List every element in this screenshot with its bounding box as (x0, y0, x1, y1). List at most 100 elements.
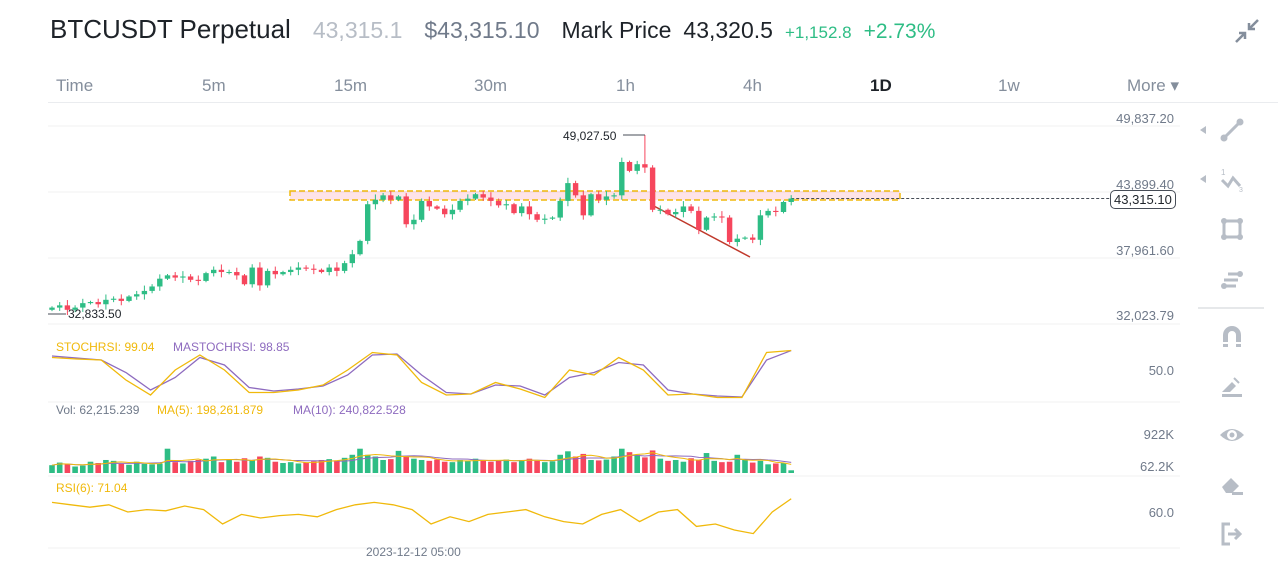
volume-bar (80, 465, 86, 473)
candle-body (626, 161, 633, 171)
low-label: 32,833.50 (68, 307, 122, 321)
volume-bar (103, 459, 109, 473)
volume-bar (619, 448, 625, 473)
price-axis-label: 49,837.20 (1116, 111, 1174, 126)
volume-bar (534, 460, 540, 473)
volume-bar (218, 462, 225, 473)
stoch-k-legend: STOCHRSI: 99.04 (56, 340, 155, 354)
tab-30m[interactable]: 30m (474, 76, 508, 95)
tab-time[interactable]: Time (56, 76, 94, 95)
tab-1w[interactable]: 1w (998, 76, 1020, 95)
volume-bar (418, 459, 425, 473)
tab-4h[interactable]: 4h (743, 76, 762, 95)
indicator-settings-icon[interactable] (1218, 265, 1246, 293)
magnet-icon[interactable] (1218, 322, 1246, 350)
volume-bar (388, 459, 394, 473)
stoch-d-line (51, 349, 792, 398)
candle-body (72, 307, 78, 310)
usd-price: $43,315.10 (424, 17, 540, 43)
candle-body (534, 214, 540, 220)
pencil-icon[interactable] (1218, 372, 1246, 400)
candle-body (264, 270, 271, 286)
candle-body (134, 294, 140, 297)
candle-body (118, 298, 124, 301)
price-axis-label: 37,961.60 (1116, 243, 1174, 258)
volume-ma5-legend: MA(5): 198,261.879 (157, 403, 264, 417)
candle-body (503, 204, 509, 206)
candle-body (357, 240, 363, 255)
tab-15m[interactable]: 15m (334, 76, 368, 95)
exit-icon[interactable] (1218, 520, 1246, 548)
volume-bar (603, 459, 610, 473)
candle-body (434, 206, 440, 209)
volume-bar (511, 462, 517, 473)
candle-body (57, 305, 63, 308)
volume-bar (665, 460, 671, 473)
volume-bar (488, 461, 494, 473)
candle-body (234, 272, 240, 276)
candle-body (180, 276, 186, 278)
volume-bar (264, 457, 271, 473)
price-change: +1,152.8 (784, 23, 852, 42)
candle-body (572, 183, 579, 196)
volume-bar (672, 459, 679, 473)
candle-body (765, 210, 771, 216)
volume-axis-top: 922K (1143, 427, 1174, 442)
candle-body (172, 275, 178, 278)
volume-bar (311, 461, 317, 473)
candle-body (580, 195, 586, 216)
collapse-arrows-icon[interactable] (1234, 18, 1260, 44)
volume-bar (287, 462, 294, 473)
candle-body (311, 268, 317, 270)
volume-bar (249, 460, 255, 473)
candle-body (542, 218, 548, 220)
volume-bar (357, 448, 363, 473)
candle-body (418, 200, 425, 220)
candle-body (272, 270, 278, 275)
volume-bar (172, 462, 178, 473)
volume-bar (696, 459, 702, 473)
fib-wave-icon[interactable]: 13 (1218, 166, 1246, 194)
volume-bar (49, 465, 55, 473)
rsi-line (51, 498, 792, 535)
candle-body (149, 286, 155, 291)
candle-body (318, 269, 325, 273)
candle-body (465, 198, 471, 201)
volume-bar (495, 459, 502, 473)
tab-more[interactable]: More ▾ (1127, 76, 1179, 95)
volume-bar (788, 470, 794, 473)
candle-body (195, 279, 201, 281)
volume-bar (110, 460, 117, 473)
volume-bar (349, 454, 356, 473)
volume-bar (257, 456, 263, 473)
candle-body (565, 183, 571, 201)
chart-canvas[interactable] (0, 0, 1190, 576)
volume-bar (557, 454, 563, 473)
stoch-k-line (51, 349, 792, 399)
ticker-header: BTCUSDT Perpetual 43,315.1 $43,315.10 Ma… (50, 14, 957, 45)
volume-bar (565, 451, 571, 473)
volume-bar (503, 459, 510, 473)
candle-body (295, 267, 302, 270)
tab-5m[interactable]: 5m (202, 76, 226, 95)
candle-body (449, 209, 456, 215)
trend-line-icon[interactable] (1218, 116, 1246, 144)
candle-body (457, 200, 463, 210)
volume-bar (757, 460, 764, 473)
candle-body (388, 195, 394, 200)
rectangle-icon[interactable] (1218, 215, 1246, 243)
volume-bar (403, 456, 409, 473)
eraser-icon[interactable] (1218, 471, 1246, 499)
volume-bar (180, 463, 186, 473)
candle-body (288, 269, 294, 273)
tab-1h[interactable]: 1h (616, 76, 635, 95)
candle-body (603, 196, 610, 200)
tab-1d[interactable]: 1D (870, 76, 892, 95)
expand-arrow-icon[interactable] (1200, 126, 1206, 134)
volume-bar (649, 450, 656, 473)
volume-bar (588, 459, 594, 473)
eye-icon[interactable] (1218, 421, 1246, 449)
expand-arrow-icon[interactable] (1200, 175, 1206, 183)
candle-body (596, 194, 602, 200)
volume-bar (719, 462, 725, 473)
